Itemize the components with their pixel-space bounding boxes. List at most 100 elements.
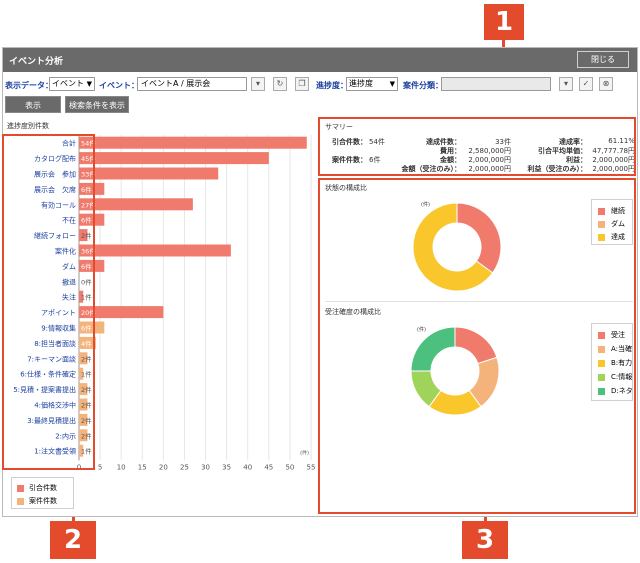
case-category-label: 案件分類： xyxy=(403,81,443,90)
bar-inquiry xyxy=(79,213,105,226)
refresh-button[interactable]: ↻ xyxy=(273,77,287,91)
bar-inquiry xyxy=(79,259,105,272)
order-pie-unit: (件) xyxy=(417,327,426,333)
data-label: 2件 xyxy=(81,401,92,410)
close-icon: ⊗ xyxy=(602,79,610,88)
event-analysis-window: イベント分析 閉じる 表示データ： イベント ▼ イベント： イベントA / 展示… xyxy=(2,47,638,517)
event-input[interactable]: イベントA / 展示会 xyxy=(137,77,247,91)
chevron-down-icon: ▼ xyxy=(389,80,395,88)
filter-bar: 表示データ： イベント ▼ イベント： イベントA / 展示会 ▾ ↻ ❐ 進捗度… xyxy=(3,74,637,94)
chart-legend: 引合件数 案件件数 xyxy=(11,477,74,509)
chevron-down-icon: ▼ xyxy=(86,80,92,88)
bar-case xyxy=(79,367,84,380)
order-legend-item: D:ネタ xyxy=(598,386,633,396)
summary-label-achievement-rate: 達成率： xyxy=(559,138,587,146)
category-label: 失注 xyxy=(62,293,76,302)
category-label: ダム xyxy=(62,262,76,271)
legend-swatch xyxy=(17,484,24,492)
display-data-select[interactable]: イベント ▼ xyxy=(49,77,95,91)
summary-label-profit: 利益： xyxy=(566,156,587,164)
x-tick-label: 50 xyxy=(285,463,294,471)
title-bar: イベント分析 閉じる xyxy=(3,48,637,72)
summary-value-profit: 2,000,000円 xyxy=(592,156,635,164)
donut-slice xyxy=(456,202,502,274)
callout-2: 2 xyxy=(50,521,96,559)
summary-value-achieved-count: 33件 xyxy=(495,138,511,146)
data-label: 33件 xyxy=(81,170,96,179)
x-unit-label: (件) xyxy=(300,449,309,456)
x-tick-label: 55 xyxy=(307,463,316,471)
bar-case xyxy=(79,383,88,396)
category-label: 8:担当者面談 xyxy=(34,339,76,348)
summary-value-amount: 2,000,000円 xyxy=(468,156,511,164)
legend-swatch xyxy=(598,345,605,353)
data-label: 6件 xyxy=(81,216,92,225)
category-label: 不在 xyxy=(62,216,76,225)
check-icon: ✓ xyxy=(582,79,590,88)
composition-panel: 状態の構成比 (件) 継続 ダム 達成 受注確度の構成比 (件) 受注 A:当確… xyxy=(321,181,637,516)
data-label: 1件 xyxy=(81,370,92,379)
annotation-box-chart-labels xyxy=(2,134,95,470)
data-label: 20件 xyxy=(81,308,96,317)
bar-inquiry xyxy=(79,290,84,303)
panel-divider xyxy=(325,301,633,302)
summary-title: サマリー xyxy=(325,123,353,131)
close-button[interactable]: 閉じる xyxy=(577,51,629,68)
legend-label: 案件件数 xyxy=(29,497,57,505)
confirm-button[interactable]: ✓ xyxy=(579,77,593,91)
show-conditions-button[interactable]: 検索条件を表示 xyxy=(65,96,129,113)
category-label: 5:見積・提案書提出 xyxy=(13,385,76,394)
order-donut-chart xyxy=(410,326,500,416)
callout-3-line xyxy=(484,514,487,522)
data-label: 1件 xyxy=(81,293,92,302)
bar-case xyxy=(79,444,84,457)
x-tick-label: 40 xyxy=(243,463,252,471)
x-tick-label: 35 xyxy=(222,463,231,471)
x-tick-label: 45 xyxy=(264,463,273,471)
callout-1: 1 xyxy=(484,4,524,40)
progress-select[interactable]: 進捗度 ▼ xyxy=(346,77,398,91)
category-label: 7:キーマン面談 xyxy=(27,354,76,363)
legend-swatch xyxy=(598,233,605,241)
legend-label: 継続 xyxy=(611,207,625,215)
data-label: 2件 xyxy=(81,431,92,440)
summary-label-avg-price: 引合平均単価： xyxy=(538,147,587,155)
legend-swatch xyxy=(598,207,605,215)
order-pie-legend: 受注 A:当確 B:有力 C:情報 D:ネタ xyxy=(591,323,633,401)
x-tick-label: 10 xyxy=(117,463,126,471)
copy-icon: ❐ xyxy=(298,79,306,88)
progress-label: 進捗度： xyxy=(316,81,348,90)
category-label: 2:内示 xyxy=(55,431,76,440)
order-pie-title: 受注確度の構成比 xyxy=(325,308,381,316)
legend-label: 引合件数 xyxy=(29,484,57,492)
bar-case xyxy=(79,336,96,349)
x-tick-label: 5 xyxy=(98,463,102,471)
data-label: 0件 xyxy=(81,277,92,286)
data-label: 27件 xyxy=(81,200,96,209)
legend-swatch xyxy=(598,220,605,228)
case-category-input[interactable] xyxy=(441,77,551,91)
progress-value: 進捗度 xyxy=(349,79,373,88)
legend-label: ダム xyxy=(611,220,625,228)
summary-value-inquiry-count: 54件 xyxy=(369,138,385,146)
x-tick-label: 25 xyxy=(180,463,189,471)
category-label: 1:注文書受領 xyxy=(34,447,76,456)
summary-label-amount-orders: 金額（受注のみ）： xyxy=(401,165,462,173)
summary-label-inquiry-count: 引合件数： xyxy=(332,138,367,146)
legend-label: 受注 xyxy=(611,331,625,339)
status-pie-unit: (件) xyxy=(421,202,430,208)
case-dropdown-button[interactable]: ▾ xyxy=(559,77,573,91)
progress-chart-panel: 進捗度別件数 0 5 10 15 20 25 30 35 40 45 50 55 (件) 合計 54件 カタロ… xyxy=(3,120,319,516)
category-label: アポイント xyxy=(41,309,76,317)
copy-button[interactable]: ❐ xyxy=(295,77,309,91)
show-button[interactable]: 表示 xyxy=(5,96,61,113)
clear-button[interactable]: ⊗ xyxy=(599,77,613,91)
annotation-box-composition xyxy=(318,178,636,514)
order-legend-item: A:当確 xyxy=(598,344,632,354)
dropdown-button[interactable]: ▾ xyxy=(251,77,265,91)
chart-section-title: 進捗度別件数 xyxy=(7,122,49,130)
bar-case xyxy=(79,413,88,426)
category-label: 展示会 欠席 xyxy=(34,185,76,194)
status-legend-item: 継続 xyxy=(598,206,625,216)
